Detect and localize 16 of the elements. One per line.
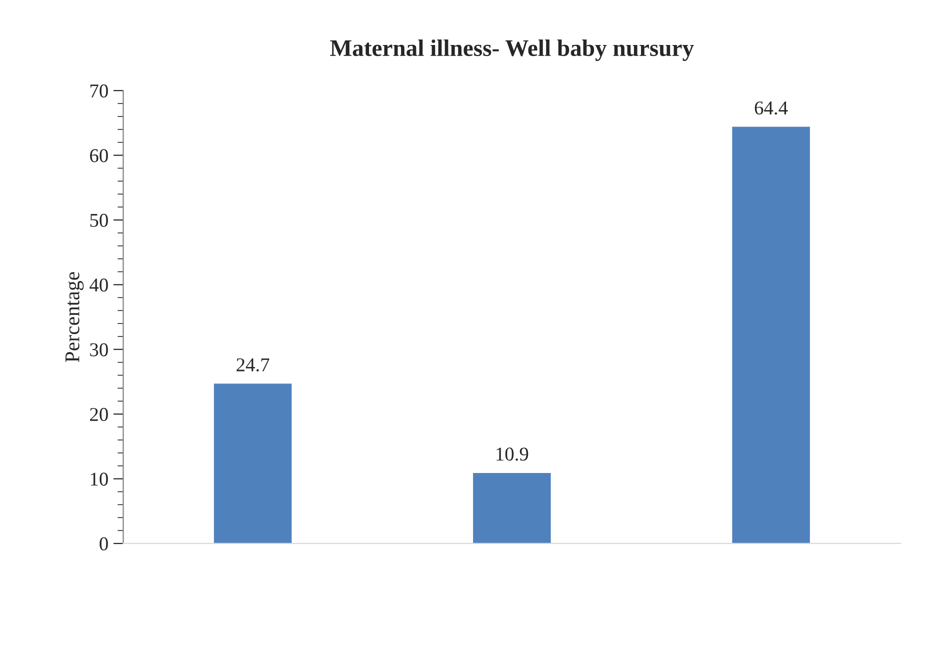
chart-title: Maternal illness- Well baby nursury	[330, 39, 694, 61]
y-tick-label: 30	[90, 343, 108, 356]
data-label: 10.9	[496, 448, 528, 461]
y-tick-label: 40	[90, 278, 108, 292]
y-tick-label: 50	[90, 214, 108, 227]
y-tick-label: 10	[90, 472, 108, 486]
y-tick-label: 20	[90, 408, 108, 422]
y-tick-label: 0	[100, 537, 108, 550]
bar	[473, 472, 551, 544]
data-label: 24.7	[236, 358, 270, 372]
bar	[732, 126, 810, 544]
y-axis-title: Percentage	[66, 272, 84, 362]
bar	[214, 384, 292, 544]
y-tick-label: 60	[90, 149, 108, 162]
y-tick-label: 70	[90, 84, 108, 98]
data-label: 64.4	[754, 101, 788, 115]
